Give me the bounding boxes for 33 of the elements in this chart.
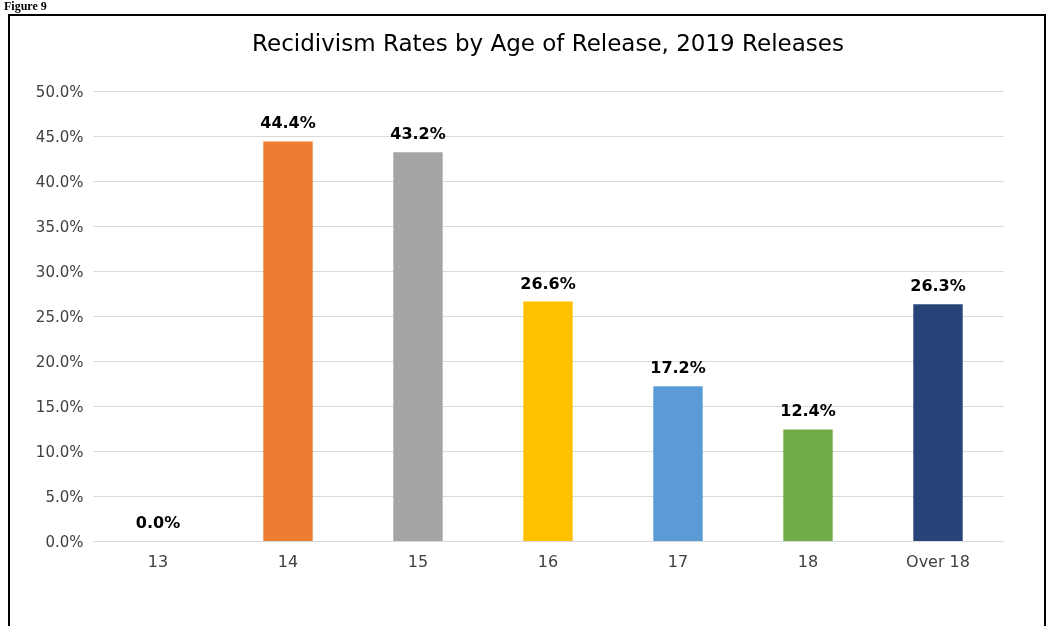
data-label: 0.0% — [135, 513, 181, 532]
data-label: 17.2% — [650, 358, 706, 378]
y-tick-label: 10.0% — [35, 442, 84, 461]
y-tick-label: 0.0% — [45, 532, 84, 551]
x-tick-label: 14 — [277, 551, 299, 571]
data-label: 43.2% — [390, 124, 446, 144]
y-tick-label: 50.0% — [35, 82, 84, 101]
y-tick-label: 30.0% — [35, 262, 84, 281]
data-label: 44.4% — [260, 113, 316, 133]
data-label: 26.6% — [520, 273, 576, 293]
bar — [523, 301, 573, 541]
y-tick-label: 15.0% — [35, 397, 84, 416]
caption: Figure 9 — [4, 0, 47, 13]
bar — [393, 152, 443, 541]
y-tick-label: 35.0% — [35, 217, 84, 236]
y-tick-label: 40.0% — [35, 172, 84, 191]
chart-title: Recidivism Rates by Age of Release, 2019 Releases — [252, 30, 844, 56]
x-tick-label: 16 — [537, 551, 559, 571]
bar — [263, 141, 313, 541]
y-tick-label: 5.0% — [45, 487, 84, 506]
x-tick-label: 17 — [667, 551, 689, 571]
bar — [653, 386, 703, 541]
x-tick-label: 18 — [797, 551, 819, 571]
x-tick-label: Over 18 — [906, 551, 970, 571]
bar — [783, 429, 833, 541]
bar — [913, 304, 963, 541]
data-label: 26.3% — [910, 276, 966, 296]
data-label: 12.4% — [780, 401, 836, 421]
y-tick-label: 25.0% — [35, 307, 84, 326]
y-tick-label: 20.0% — [35, 352, 84, 371]
y-tick-label: 45.0% — [35, 127, 84, 146]
x-tick-label: 15 — [407, 551, 429, 571]
x-tick-label: 13 — [147, 551, 169, 571]
